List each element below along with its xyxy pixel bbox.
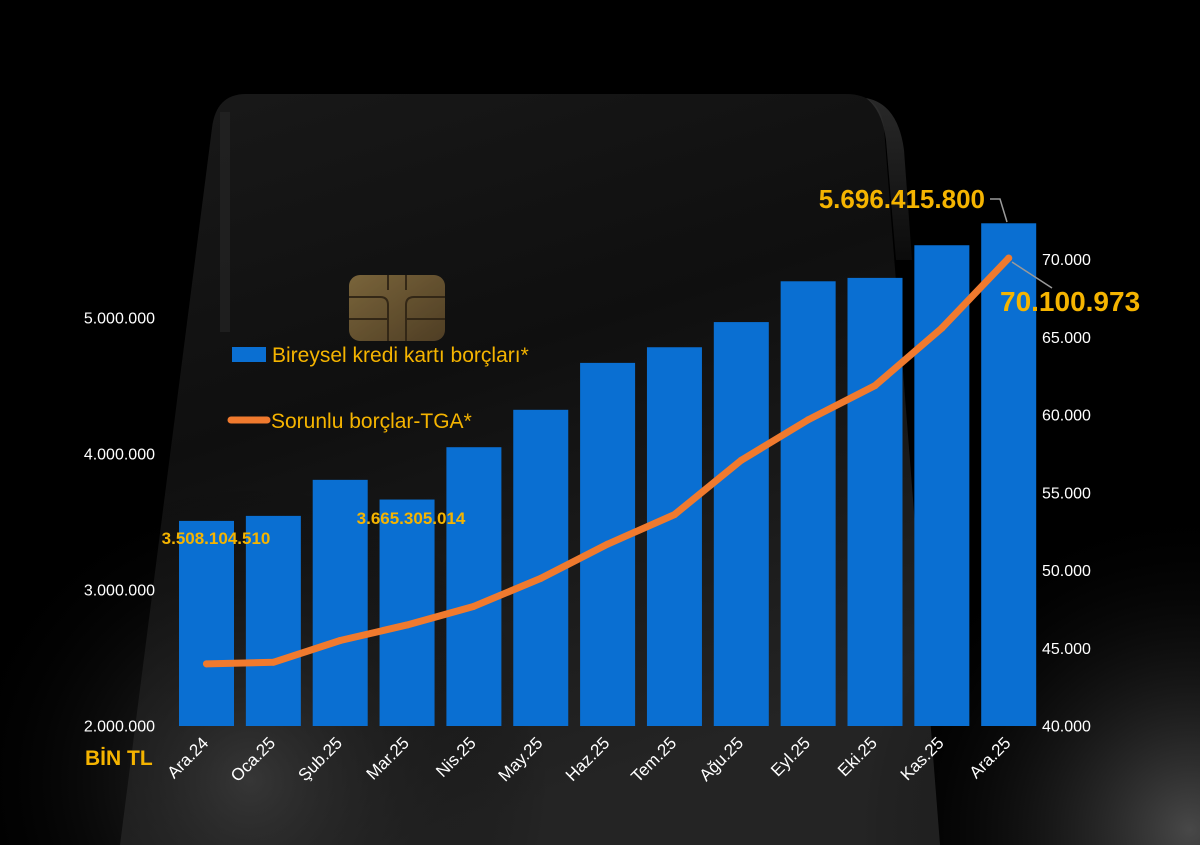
- problem-debt-point-4: [403, 621, 411, 629]
- right-axis-tick-label: 45.000: [1042, 641, 1091, 658]
- credit-card-debt-bar-1: [179, 520, 234, 726]
- data-label-ara-24: 3.508.104.510: [162, 529, 271, 548]
- right-axis: 40.000 45.000 50.000 55.000 60.000 65.000 70.0…: [1042, 252, 1091, 735]
- right-axis-tick-label: 55.000: [1042, 485, 1091, 502]
- data-label-mar-25: 3.665.305.014: [357, 509, 466, 528]
- legend: Bireysel kredi kartı borçları* Sorunlu b…: [227, 344, 529, 433]
- problem-debt-point-13: [1005, 254, 1013, 262]
- data-label-ara-25-bar: 5.696.415.800: [819, 184, 985, 214]
- problem-debt-point-8: [670, 511, 678, 519]
- legend-label-line: Sorunlu borçlar-TGA*: [271, 410, 472, 433]
- problem-debt-point-6: [537, 574, 545, 582]
- credit-card-debt-bar-8: [646, 347, 702, 726]
- data-label-ara-25-line: 70.100.973: [1000, 286, 1140, 317]
- problem-debt-point-9: [737, 456, 745, 464]
- right-axis-tick-label: 50.000: [1042, 563, 1091, 580]
- left-axis-unit-label: BİN TL: [85, 747, 153, 770]
- problem-debt-point-3: [336, 637, 344, 645]
- credit-card-debt-bar-3: [312, 479, 368, 726]
- left-axis-tick-label: 5.000.000: [84, 311, 155, 328]
- leader-line-bar-label: [990, 198, 1008, 223]
- card-chip-body: [349, 275, 445, 341]
- legend-swatch-bar: [232, 347, 266, 362]
- credit-card-debt-bar-5: [446, 447, 502, 726]
- credit-card-debt-bar-11: [847, 277, 903, 726]
- data-labels: 3.508.104.510 3.665.305.014 5.696.415.80…: [162, 184, 1141, 548]
- problem-debt-point-7: [604, 540, 612, 548]
- left-axis-tick-label: 2.000.000: [84, 719, 155, 736]
- right-axis-tick-label: 60.000: [1042, 408, 1091, 425]
- problem-debt-point-1: [203, 660, 210, 668]
- card-chip: [349, 275, 445, 341]
- left-axis-tick-label: 4.000.000: [84, 447, 155, 464]
- card-edge-highlight: [866, 98, 912, 260]
- problem-debt-point-10: [804, 416, 812, 424]
- credit-card-debt-bar-10: [780, 281, 836, 726]
- right-axis-tick-label: 70.000: [1042, 252, 1091, 269]
- credit-card-debt-bar-2: [245, 515, 301, 726]
- credit-card-debt-bar-12: [914, 245, 970, 727]
- credit-card-debt-bar-4: [379, 499, 435, 726]
- right-axis-tick-label: 40.000: [1042, 719, 1091, 736]
- problem-debt-point-12: [938, 324, 946, 332]
- problem-debt-point-11: [871, 382, 879, 390]
- credit-card-debt-bar-13: [981, 223, 1037, 727]
- card-left-streak: [220, 112, 230, 332]
- leader-line-line-label: [1011, 261, 1053, 289]
- card-chip-contacts: [349, 275, 445, 341]
- left-axis-tick-label: 3.000.000: [84, 583, 155, 600]
- right-axis-tick-label: 65.000: [1042, 330, 1091, 347]
- bar-series: [179, 223, 1037, 727]
- problem-debt-point-5: [470, 602, 478, 610]
- legend-label-bar: Bireysel kredi kartı borçları*: [272, 344, 529, 367]
- credit-card-debt-bar-9: [713, 322, 769, 726]
- problem-debt-point-2: [269, 658, 277, 666]
- line-series-group: [203, 254, 1013, 668]
- left-axis: 2.000.000 3.000.000 4.000.000 5.000.000: [84, 311, 155, 736]
